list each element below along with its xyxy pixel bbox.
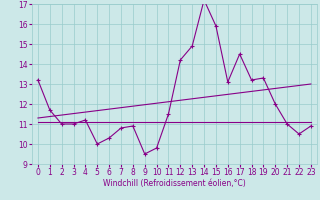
X-axis label: Windchill (Refroidissement éolien,°C): Windchill (Refroidissement éolien,°C)	[103, 179, 246, 188]
